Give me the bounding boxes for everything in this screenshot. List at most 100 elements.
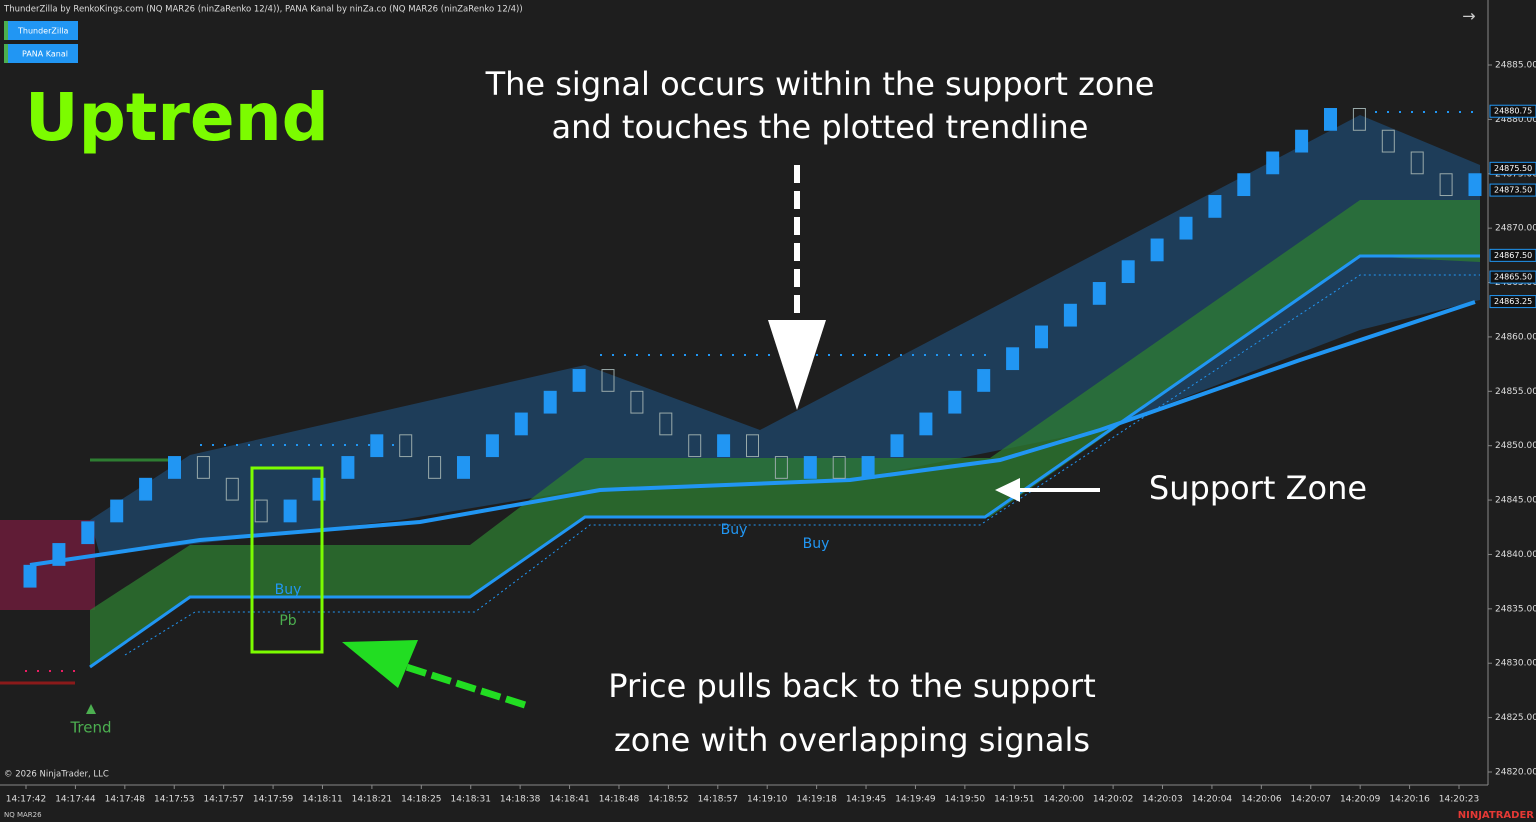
- candle: [1063, 303, 1077, 327]
- candle: [225, 477, 239, 501]
- candle: [52, 543, 66, 566]
- legend-swatch: [4, 21, 8, 40]
- price-tick-label: 24835.00: [1495, 604, 1536, 614]
- trend-marker: [86, 704, 96, 714]
- candle: [688, 434, 702, 458]
- time-tick-label: 14:17:42: [6, 795, 46, 805]
- kanal-line: [29, 300, 1476, 567]
- candle: [110, 499, 124, 523]
- candle: [1468, 173, 1482, 197]
- price-marker: [1489, 295, 1536, 309]
- trend-signal: Trend: [69, 719, 111, 737]
- time-tick-label: 14:19:51: [994, 795, 1034, 805]
- price-marker-label: 24880.75: [1494, 107, 1532, 116]
- time-tick-label: 14:18:38: [500, 795, 541, 805]
- time-tick-label: 14:20:04: [1192, 795, 1233, 805]
- price-tick-label: 24845.00: [1495, 496, 1536, 506]
- candle: [861, 456, 875, 479]
- candle: [168, 456, 181, 479]
- annotation: Price pulls back to the support: [608, 667, 1096, 705]
- candle: [717, 434, 731, 458]
- price-tick-label: 24850.00: [1495, 441, 1536, 451]
- time-tick-label: 14:20:09: [1340, 795, 1381, 805]
- time-tick-label: 14:18:48: [599, 795, 640, 805]
- candle: [572, 369, 586, 392]
- brand: NINJATRADER: [1458, 810, 1535, 821]
- candle: [659, 412, 673, 436]
- candle: [1035, 325, 1048, 349]
- time-tick-label: 14:20:16: [1389, 795, 1430, 805]
- channel-area: [90, 115, 1480, 555]
- price-marker: [1489, 104, 1536, 118]
- time-tick-label: 14:17:59: [253, 795, 294, 805]
- time-tick-label: 14:18:52: [648, 795, 688, 805]
- header-title: ThunderZilla by RenkoKings.com (NQ MAR26…: [3, 5, 523, 15]
- candle: [1006, 347, 1020, 371]
- price-tick-label: 24880.00: [1495, 115, 1536, 125]
- candle: [1324, 108, 1337, 131]
- time-tick-label: 14:18:57: [698, 795, 738, 805]
- price-tick-label: 24870.00: [1495, 224, 1536, 234]
- candle: [919, 412, 933, 436]
- price-marker: [1489, 248, 1536, 262]
- time-tick-label: 14:20:03: [1142, 795, 1182, 805]
- time-tick-label: 14:18:21: [352, 795, 392, 805]
- legend-button[interactable]: [4, 44, 78, 63]
- price-marker: [1489, 161, 1536, 175]
- candle: [1439, 173, 1453, 197]
- time-tick-label: 14:19:49: [895, 795, 936, 805]
- candle: [1295, 129, 1309, 153]
- candle: [514, 412, 528, 436]
- arrow-head: [995, 478, 1020, 502]
- time-tick-label: 14:20:07: [1291, 795, 1331, 805]
- time-tick-label: 14:20:02: [1093, 795, 1133, 805]
- candle: [23, 564, 37, 588]
- legend-button[interactable]: [4, 21, 78, 40]
- time-tick-label: 14:17:44: [55, 795, 96, 805]
- candle: [283, 499, 297, 523]
- candle: [832, 456, 846, 479]
- candle: [1237, 173, 1251, 197]
- time-tick-label: 14:17:48: [105, 795, 146, 805]
- candle: [543, 390, 557, 414]
- price-tick-label: 24860.00: [1495, 332, 1536, 342]
- legend-label[interactable]: PANA Kanal: [22, 50, 68, 59]
- candle: [1150, 238, 1164, 262]
- support-zone: [90, 200, 1480, 667]
- price-tick-label: 24825.00: [1495, 713, 1536, 723]
- price-tick-label: 24830.00: [1495, 659, 1536, 669]
- candle: [601, 369, 615, 392]
- price-tick-label: 24820.00: [1495, 768, 1536, 778]
- legend-label[interactable]: ThunderZilla: [17, 27, 69, 36]
- buy-signal: Buy: [721, 522, 748, 538]
- candle: [803, 456, 817, 479]
- price-tick-label: 24885.00: [1495, 61, 1536, 71]
- candle: [1266, 151, 1280, 175]
- time-tick-label: 14:18:41: [549, 795, 589, 805]
- candle: [746, 434, 759, 458]
- price-marker-label: 24865.50: [1494, 273, 1532, 282]
- time-tick-label: 14:18:11: [302, 795, 342, 805]
- time-tick-label: 14:19:10: [747, 795, 788, 805]
- candle: [428, 456, 442, 479]
- downtrend-zone: [0, 520, 95, 610]
- candle: [81, 521, 95, 545]
- price-marker-label: 24875.50: [1494, 164, 1532, 173]
- candle: [1381, 129, 1395, 153]
- time-tick-label: 14:19:45: [846, 795, 886, 805]
- pb-signal: Pb: [279, 613, 296, 629]
- arrow-head: [342, 640, 418, 688]
- price-tick-label: 24840.00: [1495, 550, 1536, 560]
- legend-swatch: [4, 44, 8, 63]
- buy-signal: Buy: [275, 582, 302, 598]
- price-marker-label: 24863.25: [1494, 297, 1532, 306]
- candle: [399, 434, 413, 458]
- annotation: Support Zone: [1149, 469, 1367, 507]
- candle: [630, 390, 644, 414]
- annotation: zone with overlapping signals: [614, 721, 1090, 759]
- arrow-head: [768, 320, 826, 410]
- bars: [23, 108, 1482, 588]
- time-tick-label: 14:19:18: [796, 795, 837, 805]
- candle: [1208, 195, 1222, 218]
- nav-arrow[interactable]: →: [1462, 7, 1475, 26]
